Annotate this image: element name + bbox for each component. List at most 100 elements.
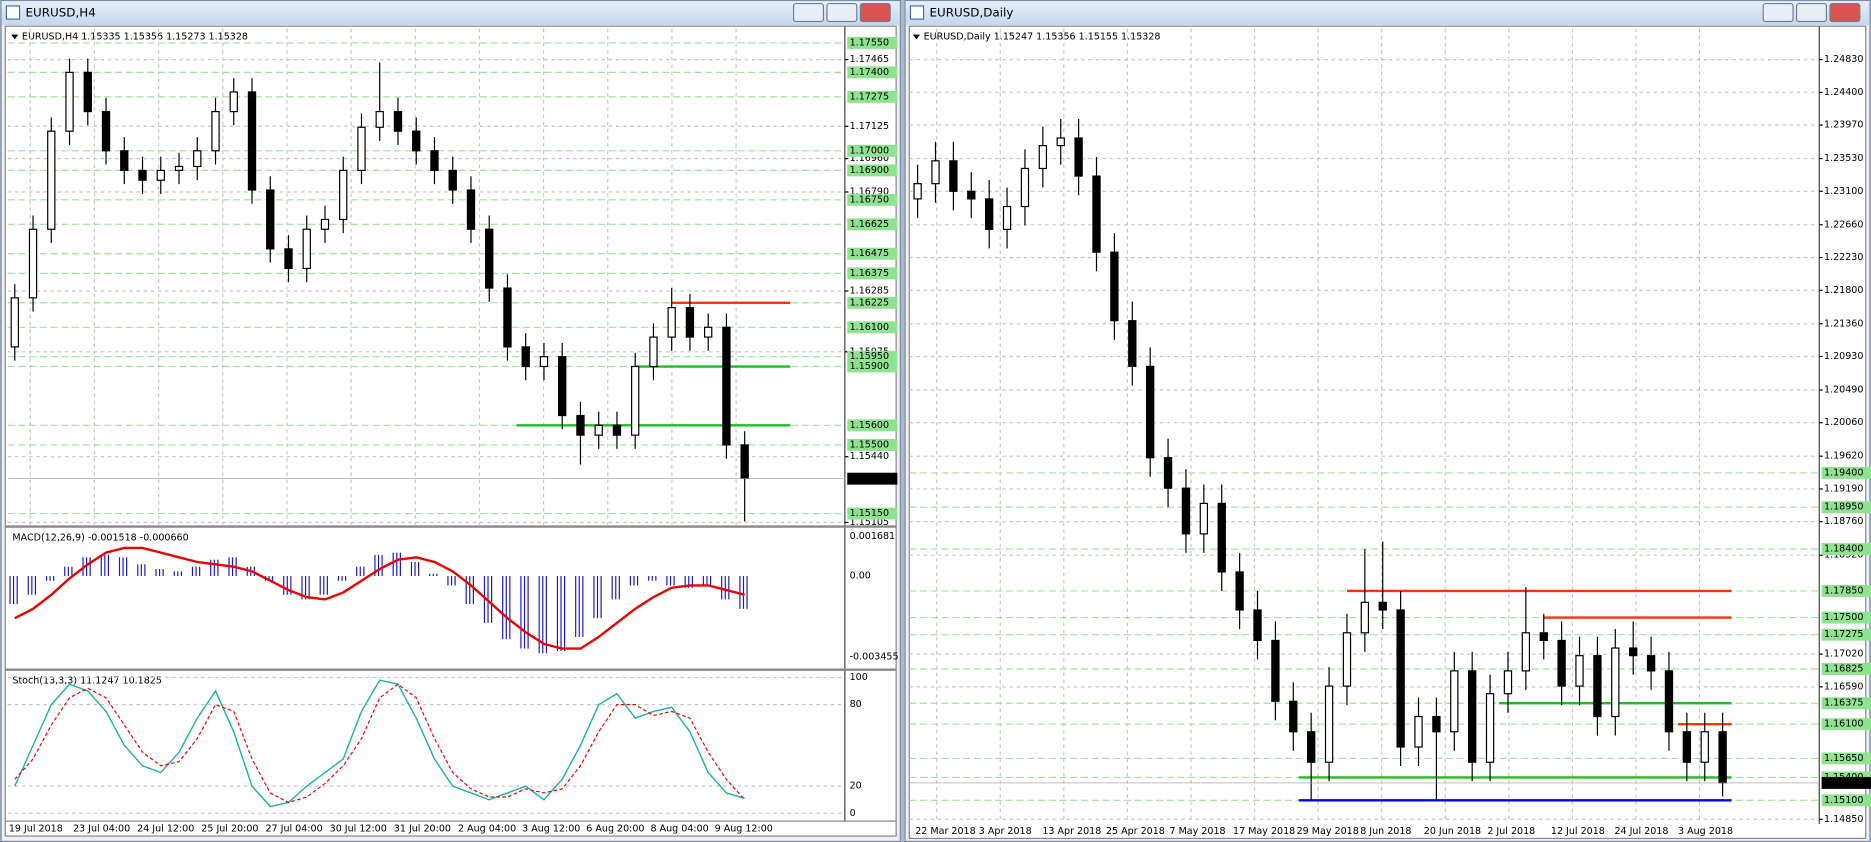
indicator-header: MACD(12,26,9) -0.001518 -0.000660 [12,532,188,543]
candle-body [174,165,184,172]
maximize-button[interactable] [1795,2,1827,23]
chart-header: EURUSD,Daily 1.15247 1.15356 1.15155 1.1… [924,31,1161,42]
candle-body [984,198,994,230]
date-label: 2 Aug 04:00 [458,823,516,834]
date-label: 9 Aug 12:00 [715,823,773,834]
price-label: 1.16590 [1824,681,1863,692]
candle-body [120,150,129,172]
date-label: 20 Jun 2018 [1424,826,1481,837]
candle-body [631,365,640,436]
level-label: 1.16750 [850,194,889,205]
candle-body [1378,601,1387,611]
candle-body [357,126,366,172]
window-icon [909,5,925,20]
level-tag [847,247,898,260]
level-tag [847,66,898,79]
price-label: 1.23530 [1824,153,1863,164]
candle-body [612,424,622,436]
level-label: 1.18400 [1824,544,1863,555]
candle-body [375,110,384,128]
candle-body [65,71,74,132]
candle-body [101,110,111,152]
minimize-button[interactable] [1762,2,1794,23]
price-label: 1.21360 [1824,318,1863,329]
candle-body [1056,137,1065,147]
candle-body [1503,670,1513,695]
level-tag [1821,584,1871,597]
level-tag [847,350,898,363]
minimize-button[interactable] [792,2,824,23]
candle-body [503,287,512,348]
maximize-button[interactable] [826,2,858,23]
level-tag [1821,718,1871,731]
date-label: 8 Jun 2018 [1360,826,1411,837]
candle-body [967,190,976,200]
level-label: 1.16625 [850,219,889,230]
level-label: 1.18950 [1824,502,1863,513]
date-label: 3 Aug 2018 [1678,826,1733,837]
candle-body [10,297,19,348]
stoch-label: 100 [850,672,868,683]
candle-body [1020,167,1030,208]
candle-body [1199,502,1209,535]
level-tag [847,144,898,157]
price-label: 1.16960 [850,153,889,164]
level-tag [1821,794,1871,807]
candle-body [1360,601,1370,634]
date-label: 17 May 2018 [1233,826,1295,837]
candle-body [1468,670,1477,763]
candle-body [266,189,275,250]
date-label: 13 Apr 2018 [1042,826,1101,837]
level-tag [1821,611,1871,624]
header-arrow [11,34,19,40]
current-price-label: 1.15328 [850,473,889,484]
level-label: 1.17275 [1824,629,1863,640]
date-label: 24 Jul 12:00 [137,823,194,834]
candle-body [594,424,603,436]
price-label: 1.17125 [850,121,889,132]
candle-body [138,169,147,181]
candle-body [247,91,257,191]
candle-body [1485,693,1495,763]
price-label: 1.24400 [1824,87,1863,98]
stoch-label: 20 [850,781,862,792]
macd-label: 0.00 [850,571,871,582]
candle-body [1271,639,1280,702]
candle-body [1289,700,1298,733]
level-tag [847,360,898,373]
stoch-label: 0 [850,808,856,819]
date-label: 22 Mar 2018 [915,826,975,837]
candle-body [1521,632,1531,672]
level-label: 1.16375 [1824,698,1863,709]
close-button[interactable] [859,2,891,23]
candle-body [931,160,940,185]
candle-body [393,110,403,132]
candle-body [1146,365,1155,459]
candle-body [1181,487,1191,535]
price-label: 1.22230 [1824,252,1863,263]
macd-signal [14,546,745,650]
price-label: 1.17465 [850,54,889,65]
candle-body [1575,655,1584,687]
level-label: 1.16375 [850,268,889,279]
candle-body [339,169,348,221]
candle-body [722,326,731,446]
level-label: 1.15600 [850,420,889,431]
price-label: 1.19620 [1824,451,1863,462]
level-label: 1.17550 [850,37,889,48]
level-label: 1.15150 [850,508,889,519]
date-label: 6 Aug 20:00 [586,823,644,834]
date-label: 19 Jul 2018 [9,823,63,834]
date-label: 3 Apr 2018 [979,826,1032,837]
level-label: 1.16100 [850,322,889,333]
price-label: 1.20060 [1824,417,1863,428]
level-label: 1.16900 [850,165,889,176]
candle-body [1700,731,1709,763]
candle-body [1038,145,1048,170]
candle-body [1611,647,1620,718]
level-label: 1.16825 [1824,663,1863,674]
close-button[interactable] [1829,2,1861,23]
level-label: 1.17000 [850,145,889,156]
candle-body [539,356,549,368]
date-label: 8 Aug 04:00 [650,823,708,834]
